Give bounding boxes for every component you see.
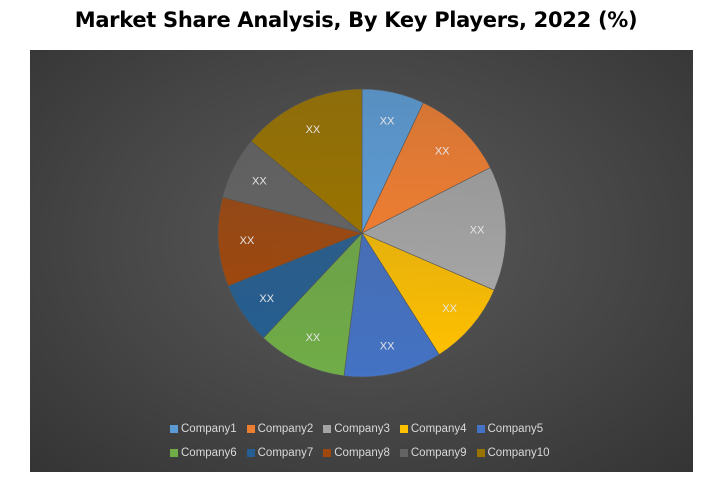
legend-label: Company10 [487, 447, 550, 459]
pie-slice-company3 [361, 167, 507, 291]
pie-slice-company6 [263, 232, 363, 377]
data-label-company5: XX [380, 340, 395, 352]
legend-label: Company3 [334, 423, 390, 435]
data-label-company8: XX [240, 235, 255, 247]
legend-item-company10: Company10 [476, 447, 550, 459]
legend-row: Company1 Company2 Company3 Company4 Company5 [170, 423, 590, 435]
pie-slice-company4 [361, 232, 495, 355]
data-label-company9: XX [252, 176, 267, 188]
pie-chart: XX XX XX XX XX XX XX XX XX XX [217, 88, 507, 378]
data-label-company1: XX [380, 116, 395, 128]
data-label-company4: XX [442, 303, 457, 315]
legend-row: Company6 Company7 Company8 Company9 Company1… [170, 447, 590, 459]
pie-slice-company5 [343, 232, 440, 378]
chart-area: XX XX XX XX XX XX XX XX XX XX Company1 Company2 Com… [30, 50, 693, 472]
data-label-company6: XX [306, 332, 321, 344]
legend-item-company6: Company6 [170, 447, 237, 459]
legend-swatch [246, 449, 255, 457]
legend-swatch [170, 425, 178, 433]
data-label-company7: XX [259, 293, 274, 305]
data-label-company3: XX [470, 224, 485, 236]
legend-item-company8: Company8 [323, 447, 390, 459]
legend-label: Company4 [410, 423, 467, 435]
legend-swatch [399, 449, 408, 457]
chart-title: Market Share Analysis, By Key Players, 2… [74, 8, 638, 32]
pie-slice-company2 [361, 102, 491, 234]
legend-swatch [246, 425, 255, 433]
data-label-company2: XX [435, 145, 450, 157]
legend-label: Company9 [410, 447, 467, 459]
legend-swatch [170, 449, 178, 457]
legend-label: Company8 [334, 447, 390, 459]
legend-label: Company5 [487, 423, 544, 435]
legend-item-company3: Company3 [323, 423, 390, 435]
legend-label: Company2 [257, 423, 314, 435]
legend-item-company9: Company9 [399, 447, 467, 459]
legend-swatch [476, 449, 485, 457]
legend-label: Company6 [181, 447, 237, 459]
legend-swatch [399, 425, 408, 433]
legend-item-company7: Company7 [246, 447, 314, 459]
legend-swatch [323, 449, 332, 457]
legend-item-company2: Company2 [246, 423, 314, 435]
pie-slice-company10 [250, 88, 363, 234]
legend-swatch [476, 425, 485, 433]
legend-label: Company7 [257, 447, 314, 459]
legend-item-company1: Company1 [170, 423, 237, 435]
legend-label: Company1 [181, 423, 237, 435]
pie-slice-company8 [217, 196, 363, 287]
data-label-company10: XX [306, 124, 321, 136]
legend-item-company5: Company5 [476, 423, 544, 435]
legend-item-company4: Company4 [399, 423, 467, 435]
legend-swatch [323, 425, 332, 433]
